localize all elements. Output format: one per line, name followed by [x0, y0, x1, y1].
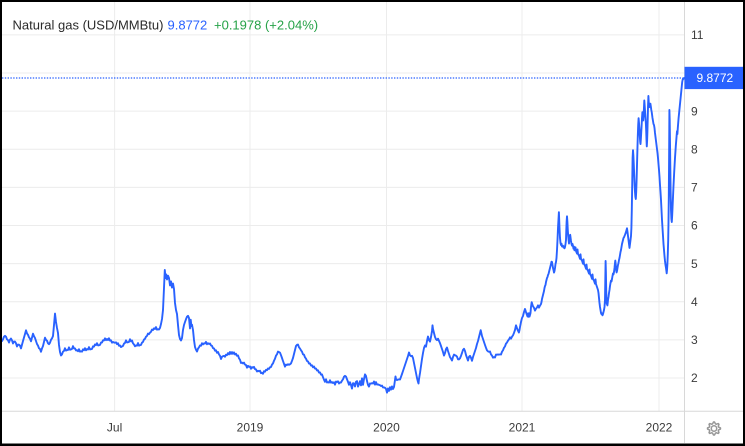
svg-text:7: 7: [691, 181, 698, 195]
svg-text:8: 8: [691, 142, 698, 156]
svg-text:6: 6: [691, 219, 698, 233]
svg-text:9.8772: 9.8772: [697, 71, 734, 85]
svg-text:2022: 2022: [646, 421, 673, 435]
svg-text:2020: 2020: [373, 421, 400, 435]
svg-text:Natural gas (USD/MMBtu): Natural gas (USD/MMBtu): [13, 18, 164, 33]
svg-text:9: 9: [691, 104, 698, 118]
svg-text:11: 11: [691, 28, 704, 42]
svg-text:4: 4: [691, 295, 698, 309]
svg-text:9.8772: 9.8772: [168, 18, 208, 33]
svg-text:2021: 2021: [509, 421, 536, 435]
svg-text:2: 2: [691, 371, 698, 385]
svg-text:Jul: Jul: [107, 421, 122, 435]
svg-text:5: 5: [691, 257, 698, 271]
svg-text:+0.1978 (+2.04%): +0.1978 (+2.04%): [214, 18, 318, 33]
svg-text:3: 3: [691, 333, 698, 347]
svg-text:2019: 2019: [237, 421, 264, 435]
